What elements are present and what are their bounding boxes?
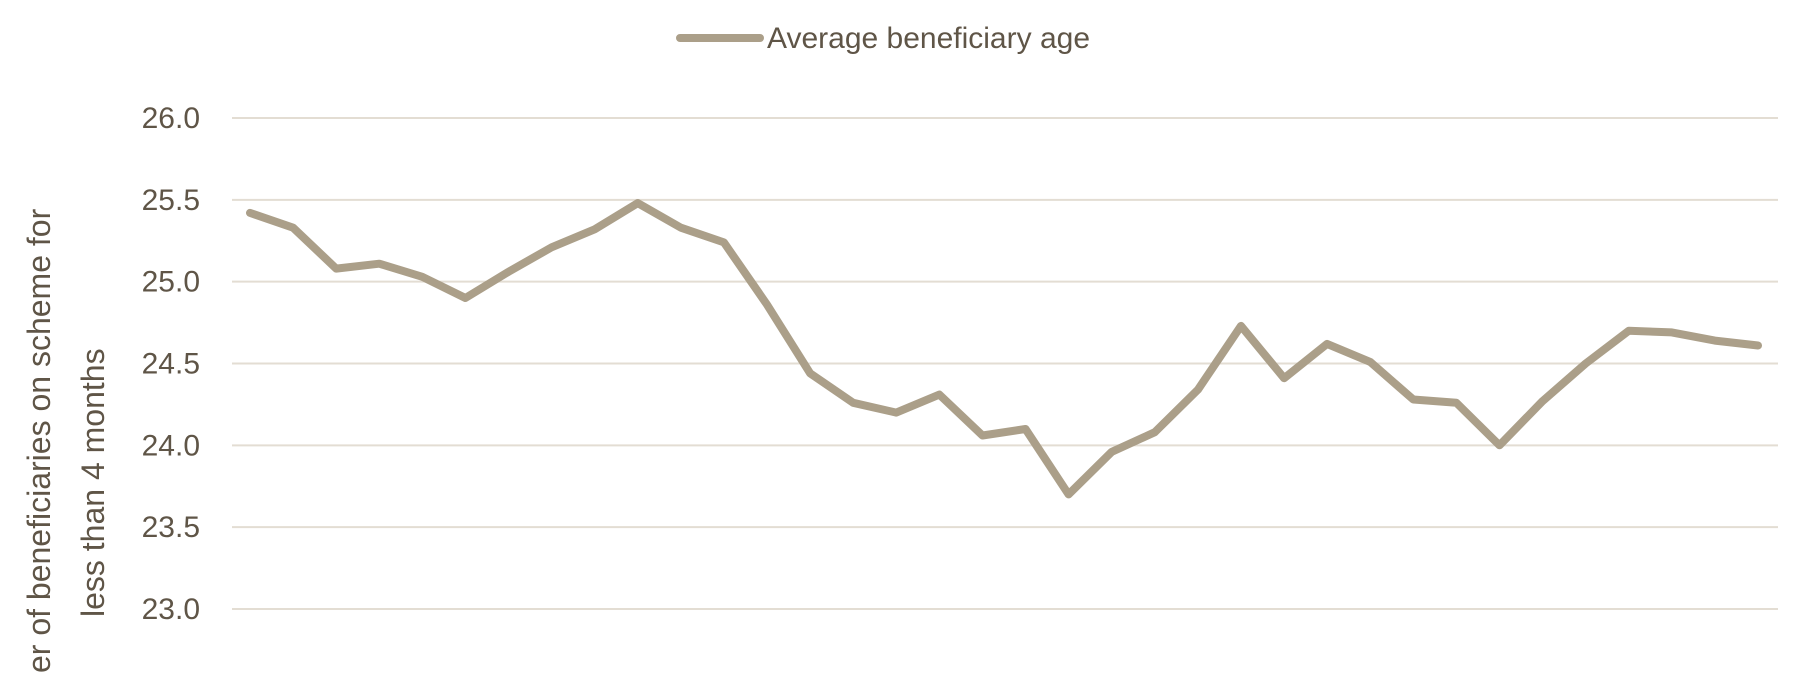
series-layer — [246, 199, 1762, 499]
y-tick-label: 26.0 — [142, 102, 200, 135]
y-tick-label: 23.5 — [142, 511, 200, 544]
data-point — [1670, 331, 1673, 334]
data-point — [809, 372, 812, 375]
data-point — [421, 275, 424, 278]
y-tick-label: 25.0 — [142, 266, 200, 299]
data-point — [1541, 400, 1544, 403]
y-tick-label: 24.5 — [142, 348, 200, 381]
data-point — [1455, 401, 1458, 404]
data-point — [249, 211, 251, 214]
data-point — [1067, 493, 1070, 496]
data-point — [1024, 428, 1027, 430]
data-point — [335, 267, 338, 270]
data-point — [593, 228, 596, 231]
data-point — [636, 202, 639, 205]
data-point — [1196, 388, 1199, 391]
y-axis-title-line-2: less than 4 months — [75, 348, 111, 617]
data-point — [1369, 360, 1372, 363]
data-point — [1584, 362, 1587, 365]
data-point — [1110, 450, 1113, 453]
y-axis-title: er of beneficiaries on scheme for less t… — [21, 208, 111, 673]
data-point — [1412, 398, 1415, 401]
legend-label: Average beneficiary age — [767, 22, 1090, 55]
data-point — [722, 241, 725, 244]
data-point — [895, 411, 898, 414]
data-point — [507, 270, 510, 273]
data-point — [1240, 324, 1242, 327]
grid-lines — [232, 117, 1778, 610]
data-point — [1326, 342, 1329, 345]
data-point — [981, 434, 984, 437]
y-tick-labels: 26.0 25.5 25.0 24.5 24.0 23.5 23.0 — [142, 102, 200, 626]
y-tick-label: 23.0 — [142, 593, 200, 626]
data-point — [852, 401, 855, 404]
data-point — [938, 393, 941, 396]
data-point — [1153, 431, 1156, 434]
data-point — [292, 226, 295, 229]
data-point — [1498, 444, 1501, 447]
data-point — [766, 303, 768, 306]
data-point — [1283, 377, 1286, 380]
data-point — [1627, 329, 1630, 332]
data-point — [1713, 339, 1716, 342]
y-tick-label: 24.0 — [142, 429, 200, 462]
data-point — [679, 226, 682, 229]
legend: Average beneficiary age — [676, 22, 1090, 55]
data-point — [550, 246, 553, 249]
series-line — [246, 199, 1762, 499]
y-tick-label: 25.5 — [142, 184, 200, 217]
data-point — [378, 262, 381, 265]
data-point — [1757, 344, 1759, 347]
y-axis-title-line-1: er of beneficiaries on scheme for — [21, 208, 57, 673]
data-point — [464, 297, 467, 299]
